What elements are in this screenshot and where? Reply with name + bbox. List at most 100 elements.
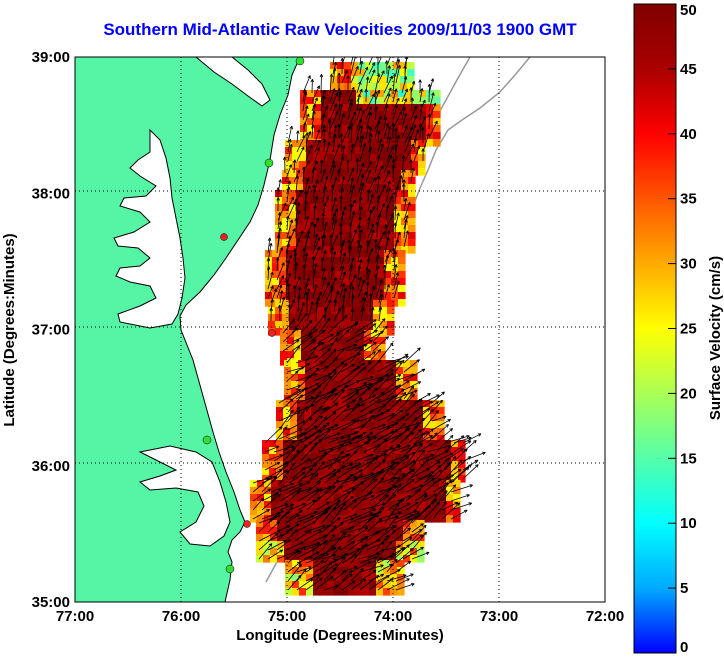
velocity-vector-head [407,544,410,548]
velocity-vector-head [297,130,300,134]
velocity-cell [380,211,388,219]
velocity-vector-head [292,228,296,232]
velocity-cell [352,321,360,329]
velocity-vector-head [350,143,354,148]
velocity-cell [418,487,426,495]
velocity-cell [300,292,308,300]
velocity-vector-head [404,65,407,69]
velocity-vector-head [423,432,426,436]
velocity-vector-head [397,185,400,189]
velocity-cell [275,204,283,212]
velocity-cell [321,257,329,265]
velocity-vector-head [314,263,317,267]
velocity-cell [331,190,339,198]
velocity-vector-head [316,233,319,238]
velocity-vector-head [367,169,371,173]
velocity-cell [345,225,353,233]
velocity-vector-head [347,534,351,536]
velocity-vector-head [405,219,408,223]
velocity-cell [405,125,413,133]
velocity-cell [317,307,325,315]
velocity-vector [314,416,327,431]
velocity-vector-head [374,436,378,440]
velocity-vector-head [376,553,380,556]
velocity-vector-head [413,81,416,85]
velocity-vector [340,176,345,194]
velocity-vector-head [404,219,407,223]
velocity-vector-head [317,573,320,577]
velocity-vector-head [317,179,319,184]
velocity-cell [310,170,318,178]
velocity-cell [368,541,376,549]
velocity-cell [298,555,306,563]
velocity-cell [389,381,397,389]
velocity-cell [331,307,339,315]
velocity-vector [342,478,358,484]
velocity-cell [283,421,291,429]
velocity-cell [275,321,283,329]
velocity-cell [352,184,360,192]
velocity-vector [304,200,307,221]
colorbar-tick-label: 10 [680,515,697,532]
velocity-vector [383,155,392,174]
velocity-vector-head [352,286,355,290]
velocity-cell [446,501,454,509]
velocity-vector [294,542,321,551]
velocity-vector-head [350,570,353,574]
velocity-cell [276,461,284,469]
velocity-cell [402,461,410,469]
velocity-vector-head [306,283,309,287]
velocity-vector-head [321,212,324,216]
velocity-vector-head [361,60,364,65]
velocity-vector [341,580,356,591]
velocity-vector-head [308,417,312,420]
velocity-cell [418,140,426,148]
velocity-vector-head [346,47,348,49]
velocity-cell [315,330,323,338]
velocity-cell [340,548,348,556]
velocity-cell [367,400,375,408]
velocity-vector-head [326,510,329,514]
velocity-cell [286,292,294,300]
velocity-vector [339,252,346,272]
velocity-cell [307,278,315,286]
velocity-cell [419,104,427,112]
velocity-cell [324,218,332,226]
velocity-vector [286,366,305,373]
velocity-cell [332,414,340,422]
velocity-vector [422,410,439,431]
velocity-cell [300,97,308,105]
velocity-vector-head [399,384,401,388]
velocity-vector [369,471,380,484]
velocity-cell [397,154,405,162]
velocity-cell [292,480,300,488]
velocity-vector [413,137,417,153]
velocity-vector [386,136,391,153]
velocity-vector [332,405,351,422]
velocity-vector-head [382,392,385,396]
velocity-vector-head [327,119,331,123]
velocity-vector-head [375,478,378,482]
velocity-cell [356,132,364,140]
velocity-cell [319,395,327,403]
velocity-vector-head [297,286,301,290]
velocity-vector-head [398,134,400,139]
velocity-vector-head [458,502,461,506]
velocity-vector-head [348,239,351,243]
velocity-cell [339,447,347,455]
velocity-cell [306,581,314,589]
velocity-vector [372,336,389,352]
velocity-vector-head [342,362,345,366]
velocity-vector-head [286,260,290,264]
velocity-cell [332,475,340,483]
velocity-cell [287,330,295,338]
velocity-vector-head [363,291,367,295]
velocity-vector [323,546,342,564]
velocity-vector-head [433,92,435,96]
velocity-vector [386,126,391,144]
velocity-cell [346,468,354,476]
velocity-vector-head [322,113,325,117]
velocity-vector [422,408,435,422]
velocity-vector-head [352,177,354,181]
velocity-vector-head [346,75,349,79]
